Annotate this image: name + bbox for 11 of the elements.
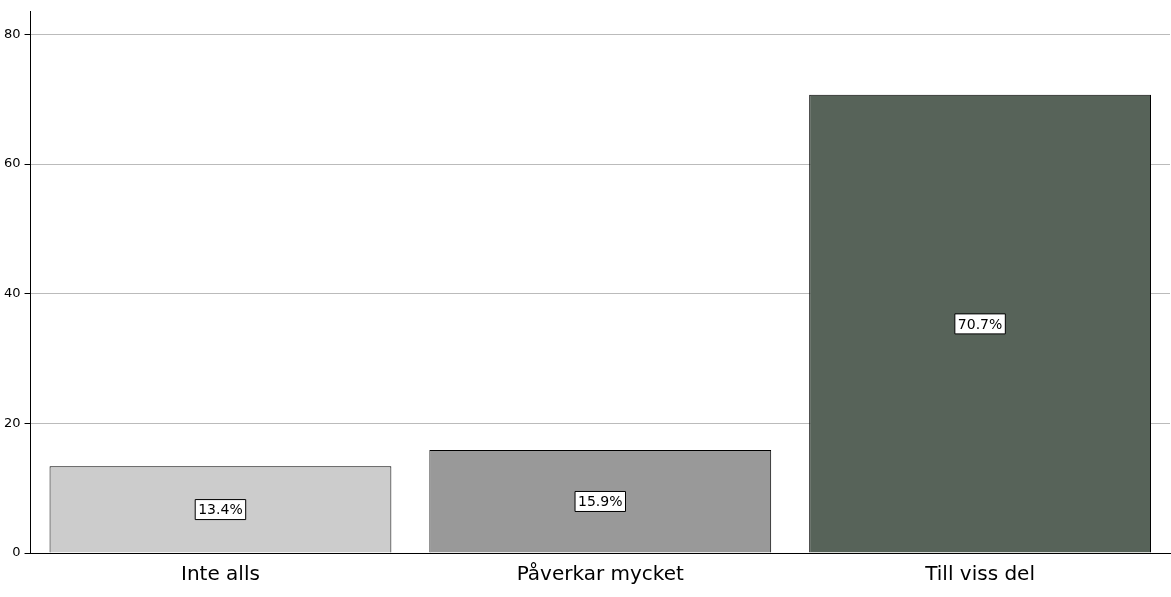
y-tick-label: 40 bbox=[4, 285, 21, 301]
data-label: 13.4% bbox=[198, 501, 243, 518]
x-tick-label: Påverkar mycket bbox=[516, 561, 685, 586]
y-tick-label: 0 bbox=[12, 544, 21, 560]
y-tick-label: 20 bbox=[4, 414, 21, 430]
y-tick-label: 60 bbox=[4, 155, 21, 171]
x-tick-label: Till viss del bbox=[924, 561, 1035, 586]
data-label: 15.9% bbox=[578, 493, 623, 510]
x-tick-label: Inte alls bbox=[181, 561, 260, 586]
data-label: 70.7% bbox=[957, 315, 1003, 332]
y-tick-label: 80 bbox=[4, 25, 21, 41]
